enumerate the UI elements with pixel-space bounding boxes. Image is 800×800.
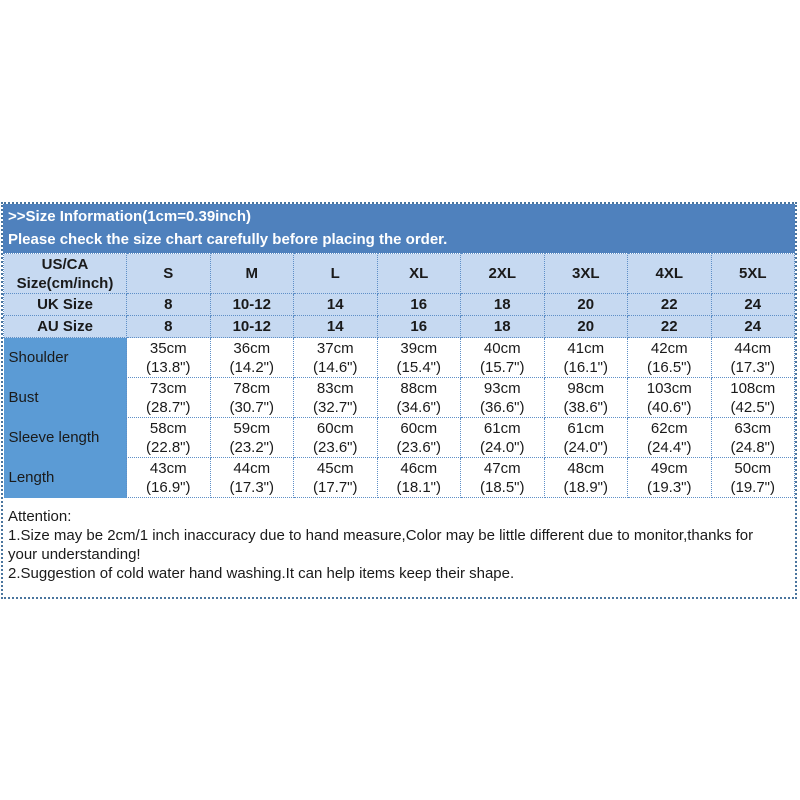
measurement-value-cell: 43cm (16.9") bbox=[126, 457, 211, 498]
uk-size-value: 8 bbox=[126, 293, 211, 316]
measurement-value-cell: 36cm (14.2") bbox=[209, 337, 294, 378]
au-size-value: 20 bbox=[543, 315, 628, 338]
measurement-value-cell: 47cm (18.5") bbox=[460, 457, 545, 498]
au-size-row: AU Size 8 10-12 14 16 18 20 22 24 bbox=[3, 315, 795, 338]
measurement-value-cell: 48cm (18.9") bbox=[543, 457, 628, 498]
size-column-header: L bbox=[293, 253, 378, 294]
size-table: US/CA Size(cm/inch) S M L XL 2XL 3XL 4XL… bbox=[3, 253, 795, 498]
corner-header-cell: US/CA Size(cm/inch) bbox=[3, 253, 127, 294]
size-column-header: M bbox=[209, 253, 294, 294]
size-info-header: >>Size Information(1cm=0.39inch) Please … bbox=[3, 204, 795, 253]
measurement-value-cell: 41cm (16.1") bbox=[543, 337, 628, 378]
attention-title: Attention: bbox=[8, 508, 72, 525]
attention-item: 1.Size may be 2cm/1 inch inaccuracy due … bbox=[8, 527, 754, 563]
size-column-header: 3XL bbox=[543, 253, 628, 294]
attention-item: 2.Suggestion of cold water hand washing.… bbox=[8, 565, 515, 582]
measurement-value-cell: 39cm (15.4") bbox=[376, 337, 461, 378]
au-size-value: 14 bbox=[293, 315, 378, 338]
uk-size-value: 18 bbox=[460, 293, 545, 316]
au-size-value: 18 bbox=[460, 315, 545, 338]
uk-size-label: UK Size bbox=[3, 293, 127, 316]
uk-size-value: 20 bbox=[543, 293, 628, 316]
measurement-value-cell: 50cm (19.7") bbox=[710, 457, 795, 498]
au-size-value: 16 bbox=[376, 315, 461, 338]
measurement-value-cell: 35cm (13.8") bbox=[126, 337, 211, 378]
measurement-value-cell: 37cm (14.6") bbox=[293, 337, 378, 378]
measurement-value-cell: 83cm (32.7") bbox=[293, 377, 378, 418]
size-column-header: 4XL bbox=[627, 253, 712, 294]
uk-size-value: 14 bbox=[293, 293, 378, 316]
measurement-label: Bust bbox=[3, 377, 127, 418]
measurement-label: Length bbox=[3, 457, 127, 498]
measurement-value-cell: 61cm (24.0") bbox=[543, 417, 628, 458]
size-column-header: S bbox=[126, 253, 211, 294]
measurement-value-cell: 103cm (40.6") bbox=[627, 377, 712, 418]
au-size-value: 10-12 bbox=[209, 315, 294, 338]
measurement-value-cell: 44cm (17.3") bbox=[209, 457, 294, 498]
measurement-value-cell: 78cm (30.7") bbox=[209, 377, 294, 418]
measurement-value-cell: 93cm (36.6") bbox=[460, 377, 545, 418]
measurement-label: Shoulder bbox=[3, 337, 127, 378]
measurement-value-cell: 49cm (19.3") bbox=[627, 457, 712, 498]
measurement-value-cell: 88cm (34.6") bbox=[376, 377, 461, 418]
measurement-value-cell: 63cm (24.8") bbox=[710, 417, 795, 458]
au-size-value: 22 bbox=[627, 315, 712, 338]
uk-size-row: UK Size 8 10-12 14 16 18 20 22 24 bbox=[3, 293, 795, 316]
uk-size-value: 22 bbox=[627, 293, 712, 316]
measurement-value-cell: 108cm (42.5") bbox=[710, 377, 795, 418]
size-column-header: XL bbox=[376, 253, 461, 294]
size-info-title: >>Size Information(1cm=0.39inch) bbox=[8, 208, 251, 225]
measurement-label: Sleeve length bbox=[3, 417, 127, 458]
measurement-value-cell: 40cm (15.7") bbox=[460, 337, 545, 378]
uk-size-value: 16 bbox=[376, 293, 461, 316]
measurement-value-cell: 62cm (24.4") bbox=[627, 417, 712, 458]
measurement-value-cell: 73cm (28.7") bbox=[126, 377, 211, 418]
size-column-header: 2XL bbox=[460, 253, 545, 294]
attention-section: Attention: 1.Size may be 2cm/1 inch inac… bbox=[3, 498, 795, 597]
measurement-value-cell: 98cm (38.6") bbox=[543, 377, 628, 418]
bust-row: Bust 73cm (28.7") 78cm (30.7") 83cm (32.… bbox=[3, 377, 795, 418]
measurement-value-cell: 61cm (24.0") bbox=[460, 417, 545, 458]
measurement-value-cell: 58cm (22.8") bbox=[126, 417, 211, 458]
measurement-value-cell: 60cm (23.6") bbox=[293, 417, 378, 458]
measurement-value-cell: 46cm (18.1") bbox=[376, 457, 461, 498]
size-column-header: 5XL bbox=[710, 253, 795, 294]
uk-size-value: 10-12 bbox=[209, 293, 294, 316]
shoulder-row: Shoulder 35cm (13.8") 36cm (14.2") 37cm … bbox=[3, 337, 795, 378]
uk-size-value: 24 bbox=[710, 293, 795, 316]
measurement-value-cell: 59cm (23.2") bbox=[209, 417, 294, 458]
au-size-value: 24 bbox=[710, 315, 795, 338]
size-chart-panel: >>Size Information(1cm=0.39inch) Please … bbox=[1, 202, 797, 599]
measurement-value-cell: 44cm (17.3") bbox=[710, 337, 795, 378]
size-header-row: US/CA Size(cm/inch) S M L XL 2XL 3XL 4XL… bbox=[3, 253, 795, 294]
length-row: Length 43cm (16.9") 44cm (17.3") 45cm (1… bbox=[3, 457, 795, 498]
measurement-value-cell: 42cm (16.5") bbox=[627, 337, 712, 378]
au-size-value: 8 bbox=[126, 315, 211, 338]
au-size-label: AU Size bbox=[3, 315, 127, 338]
measurement-value-cell: 45cm (17.7") bbox=[293, 457, 378, 498]
size-info-subtitle: Please check the size chart carefully be… bbox=[8, 231, 448, 248]
measurement-value-cell: 60cm (23.6") bbox=[376, 417, 461, 458]
sleeve-length-row: Sleeve length 58cm (22.8") 59cm (23.2") … bbox=[3, 417, 795, 458]
